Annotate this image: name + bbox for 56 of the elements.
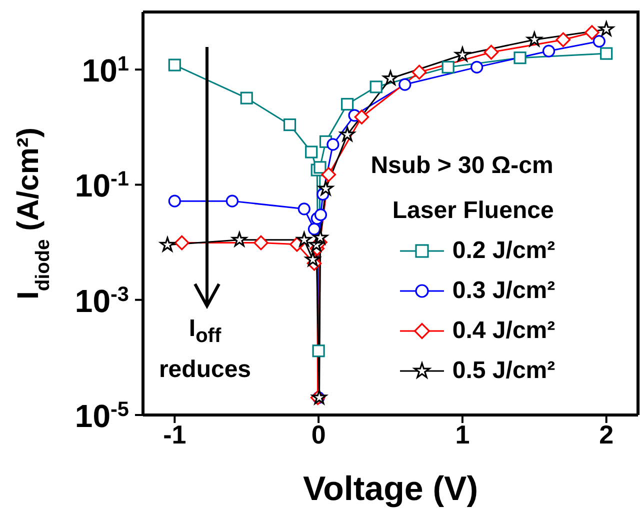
point xyxy=(305,146,318,158)
point xyxy=(556,32,571,48)
point xyxy=(598,21,614,36)
x-axis-title: Voltage (V) xyxy=(302,470,478,508)
point xyxy=(318,180,334,196)
y-tick-label: 10$^{1}$ xyxy=(82,52,129,89)
point xyxy=(314,208,328,222)
point xyxy=(312,230,328,244)
point xyxy=(542,44,556,58)
point xyxy=(232,232,248,246)
point xyxy=(526,32,542,46)
point xyxy=(296,232,312,246)
y-tick-label: 10$^{-3}$ xyxy=(74,282,129,319)
point xyxy=(354,110,370,124)
point xyxy=(226,194,239,208)
legend-label: 0.2 J/cm² xyxy=(452,237,556,264)
x-tick-label: 2 xyxy=(599,419,614,450)
point xyxy=(484,44,499,60)
point xyxy=(298,202,310,216)
point xyxy=(600,47,613,60)
point xyxy=(305,252,320,266)
point xyxy=(470,60,484,74)
annotation: I$_{off}$ reduces xyxy=(158,315,252,383)
y-tick-label: 10$^{-5}$ xyxy=(74,398,129,434)
point xyxy=(340,126,355,142)
point xyxy=(442,60,454,74)
point xyxy=(168,58,181,72)
point xyxy=(312,344,325,358)
point xyxy=(308,222,321,236)
annotation: Nsub > 30 Ω-cm xyxy=(370,152,554,179)
point xyxy=(412,64,427,80)
point xyxy=(326,138,340,151)
point xyxy=(398,78,412,91)
point xyxy=(240,92,253,104)
x-tick-label: 1 xyxy=(455,419,470,450)
point xyxy=(514,52,526,64)
legend-title: Laser Fluence xyxy=(392,197,554,224)
point xyxy=(314,161,326,174)
point xyxy=(321,167,336,182)
point xyxy=(592,34,606,48)
point xyxy=(283,118,296,132)
point xyxy=(160,236,176,252)
legend-label: 0.5 J/cm² xyxy=(452,357,556,384)
point xyxy=(370,80,382,94)
y-tick-label: 10$^{-1}$ xyxy=(74,167,129,204)
legend-label: 0.4 J/cm² xyxy=(452,317,556,344)
legend-label: 0.3 J/cm² xyxy=(452,277,556,304)
x-tick-label: -1 xyxy=(163,419,186,450)
x-tick-label: 0 xyxy=(311,419,326,450)
point xyxy=(382,70,398,86)
point xyxy=(174,235,190,250)
point xyxy=(454,46,470,62)
point xyxy=(168,194,181,208)
point xyxy=(584,25,600,40)
point xyxy=(341,98,354,111)
point xyxy=(254,235,268,250)
